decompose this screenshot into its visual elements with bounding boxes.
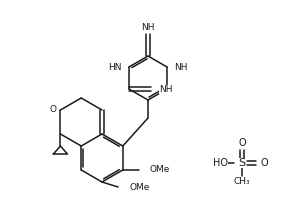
- Text: O: O: [238, 138, 246, 148]
- Text: NH: NH: [159, 84, 173, 93]
- Text: OMe: OMe: [150, 166, 170, 175]
- Text: O: O: [49, 105, 56, 114]
- Text: HO: HO: [212, 158, 227, 168]
- Text: HN: HN: [108, 63, 122, 72]
- Text: OMe: OMe: [129, 183, 149, 192]
- Text: NH: NH: [141, 23, 155, 32]
- Text: NH: NH: [174, 63, 187, 72]
- Text: CH₃: CH₃: [234, 177, 250, 187]
- Text: O: O: [260, 158, 268, 168]
- Text: S: S: [238, 158, 246, 168]
